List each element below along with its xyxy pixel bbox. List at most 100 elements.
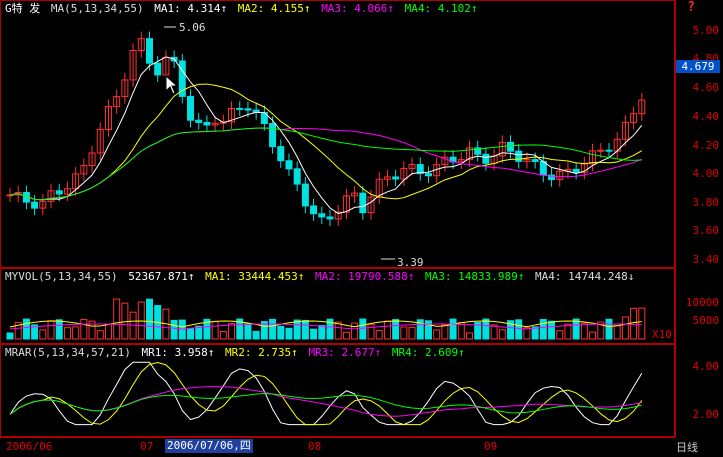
volume-bar [178,319,186,340]
price-chart[interactable] [1,1,675,268]
candle-body [457,159,465,163]
candle-body [326,216,334,220]
candle-body [334,211,342,220]
volume-tick: 5000 [692,314,720,327]
volume-bar [252,330,260,340]
volume-bar [72,326,80,340]
mr4-value: MR4: 2.609↑ [391,346,465,359]
volume-bar [638,307,646,340]
vol-ma3: MA3: 14833.989↑ [425,270,525,283]
volume-bar [621,316,629,340]
cursor-date-label: 2006/07/06,四 [165,439,253,453]
volume-bar [228,323,236,340]
candle-body [383,176,391,180]
volume-tick: 10000 [685,296,719,309]
mrar-tick: 4.00 [692,360,720,373]
candle-body [195,119,203,123]
volume-bar [441,324,449,340]
candle-body [482,153,490,164]
volume-bar [187,327,195,340]
candle-body [474,147,482,155]
volume-bar [219,330,227,340]
candle-body [597,149,605,152]
volume-bar [548,320,556,340]
mouse-cursor-icon [165,74,179,98]
price-tick: 3.80 [692,196,720,209]
candle-body [219,121,227,124]
mrar-chart[interactable] [1,345,675,437]
candle-body [589,150,597,165]
mr3-value: MR3: 2.677↑ [308,346,382,359]
volume-bar [326,318,334,340]
volume-bar [589,331,597,340]
volume-bar [400,326,408,340]
volume-bar [392,319,400,340]
candle-body [621,121,629,140]
volume-bar [597,321,605,340]
volume-bar [14,322,22,340]
mrar-indicator-label: MRAR(5,13,34,57,21) [5,346,131,359]
volume-bar [523,327,531,340]
volume-bar [408,327,416,340]
candle-body [187,95,195,121]
candle-body [269,123,277,148]
vol-ma4: MA4: 14744.248↓ [534,270,635,283]
mrar-legend: MRAR(5,13,34,57,21) MR1: 3.958↑ MR2: 2.7… [5,347,469,359]
help-icon[interactable]: ? [687,0,695,15]
candle-body [416,164,424,175]
volume-unit-label: X10 [652,328,672,341]
volume-bar [293,319,301,340]
vol-ma1: MA1: 33444.453↑ [205,270,305,283]
mr1-value: MR1: 3.958↑ [141,346,215,359]
price-tick: 4.40 [692,110,720,123]
volume-bar [498,329,506,340]
candle-body [630,113,638,123]
volume-bar [195,325,203,340]
period-button[interactable]: 日线 [676,441,698,454]
candle-body [498,141,506,157]
volume-chart[interactable] [1,269,675,344]
price-chart-panel[interactable]: G特 发 MA(5,13,34,55) MA1: 4.314↑ MA2: 4.1… [0,0,675,268]
candle-body [507,141,515,152]
ma-line [9,127,642,201]
candle-body [72,173,80,190]
ma-line [9,83,643,201]
volume-bar [515,319,523,340]
mrar-tick: 2.00 [692,408,720,421]
volume-bar [556,330,564,340]
price-tick: 5.00 [692,24,720,37]
date-axis: 2006/06 07 2006/07/06,四 08 09 [0,437,675,457]
ma2-value: MA2: 4.155↑ [237,2,311,15]
candle-body [203,121,211,126]
volume-legend: MYVOL(5,13,34,55) 52367.871↑ MA1: 33444.… [5,271,638,283]
volume-bar [6,332,14,340]
volume-bar [359,318,367,340]
candle-body [408,164,416,169]
volume-bar [342,331,350,340]
candle-body [113,96,121,108]
volume-bar [301,319,309,340]
vol-ma-line [9,323,642,330]
candle-body [638,99,646,115]
volume-bar [145,298,153,340]
volume-bar [375,330,383,340]
volume-bar [490,324,498,340]
volume-bar [310,328,318,340]
candle-body [244,108,252,111]
volume-bar [367,323,375,340]
candle-body [367,196,375,214]
vol-indicator-label: MYVOL(5,13,34,55) [5,270,118,283]
vol-ma-line [9,320,642,328]
vol-ma2: MA2: 19790.588↑ [315,270,415,283]
candle-body [285,160,293,170]
volume-bar [465,332,473,340]
volume-chart-panel[interactable]: MYVOL(5,13,34,55) 52367.871↑ MA1: 33444.… [0,268,675,344]
price-legend: G特 发 MA(5,13,34,55) MA1: 4.314↑ MA2: 4.1… [5,3,482,15]
volume-bar [630,307,638,340]
candle-body [392,176,400,180]
volume-bar [580,322,588,340]
volume-bar [211,321,219,340]
mrar-chart-panel[interactable]: MRAR(5,13,34,57,21) MR1: 3.958↑ MR2: 2.7… [0,344,675,437]
ma1-value: MA1: 4.314↑ [154,2,228,15]
candle-body [88,152,96,167]
